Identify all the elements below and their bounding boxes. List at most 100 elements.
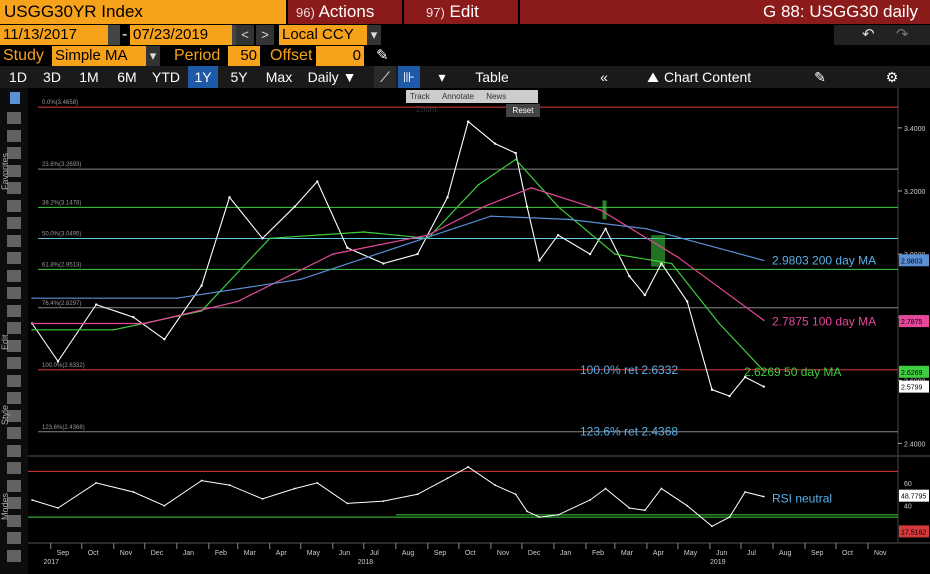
rsi-point — [316, 481, 319, 484]
range-button-1y[interactable]: 1Y — [188, 66, 218, 88]
drawing-tool-icon[interactable] — [7, 444, 21, 457]
series-point — [728, 394, 731, 398]
chart-type-dropdown-icon[interactable]: ▾ — [438, 69, 446, 85]
table-button[interactable]: Table — [475, 69, 509, 85]
range-button-max[interactable]: Max — [265, 69, 293, 85]
prev-period-button[interactable]: < — [236, 25, 254, 45]
drawing-tool-icon[interactable] — [7, 339, 21, 352]
price-chart[interactable]: 0.0%(3.4658) 23.6%(3.2693) 38.2%(3.1478) 50… — [28, 88, 930, 574]
drawing-tool-icon[interactable] — [7, 234, 21, 247]
drawing-tool-icon[interactable] — [7, 147, 21, 159]
series-point — [646, 228, 648, 230]
drawing-tool-icon[interactable] — [7, 199, 21, 212]
chart-content-icon: ⛰ — [647, 69, 659, 85]
drawing-tool-icon[interactable] — [7, 112, 21, 124]
series-point — [112, 328, 115, 331]
start-calendar-icon[interactable] — [108, 25, 120, 45]
series-point — [143, 322, 146, 325]
last-value-tag — [899, 380, 929, 393]
range-button-ytd[interactable]: YTD — [152, 69, 180, 85]
study-dropdown-icon[interactable]: ▾ — [146, 46, 160, 66]
settings-gear-icon[interactable]: ⚙ — [885, 69, 899, 85]
range-button-5y[interactable]: 5Y — [230, 69, 248, 85]
pointer-tool-icon[interactable] — [10, 92, 20, 104]
x-year-label: 2019 — [710, 559, 726, 566]
edit-chart-icon[interactable]: ✎ — [814, 69, 826, 85]
rsi-point — [686, 504, 689, 507]
drawing-tool-icon[interactable] — [7, 182, 21, 194]
news-button[interactable]: News — [486, 92, 507, 101]
drawing-tool-icon[interactable] — [7, 392, 21, 404]
drawing-tool-icon[interactable] — [7, 269, 21, 282]
range-button-3d[interactable]: 3D — [43, 69, 61, 85]
x-month-label: Jul — [370, 550, 379, 557]
drawing-tool-icon[interactable] — [7, 427, 21, 439]
series-point — [31, 328, 33, 331]
rsi-point — [446, 477, 449, 480]
start-date-field[interactable]: 11/13/2017 — [0, 25, 108, 45]
track-button[interactable]: Track — [410, 92, 430, 101]
drawing-tool-icon[interactable] — [7, 217, 21, 229]
drawing-tool-icon[interactable] — [7, 164, 21, 177]
drawing-tool-icon[interactable] — [7, 129, 21, 142]
drawing-tool-icon[interactable] — [7, 322, 21, 334]
undo-icon[interactable]: ↶ — [862, 26, 875, 43]
drawing-tool-icon[interactable] — [7, 409, 21, 422]
study-select[interactable]: Simple MA — [52, 46, 146, 66]
range-button-1m[interactable]: 1M — [79, 69, 99, 85]
drawing-tool-icon[interactable] — [7, 514, 21, 527]
end-date-field[interactable]: 07/23/2019 — [130, 25, 232, 45]
annotate-button[interactable]: Annotate — [441, 92, 474, 101]
actions-menu[interactable]: 96) Actions — [288, 0, 402, 24]
drawing-tool-icon[interactable] — [7, 252, 21, 264]
offset-input[interactable]: 0 — [316, 46, 364, 66]
next-period-button[interactable]: > — [256, 25, 274, 45]
drawing-tool-icon[interactable] — [7, 357, 21, 369]
drawing-tool-icon[interactable] — [7, 287, 21, 299]
series-point — [482, 205, 485, 208]
x-month-label: Dec — [528, 550, 541, 557]
pencil-icon[interactable]: ✎ — [376, 47, 389, 64]
edit-menu[interactable]: 97) Edit — [404, 0, 518, 24]
reset-button[interactable]: Reset — [506, 104, 540, 117]
range-button-1d[interactable]: 1D — [9, 69, 27, 85]
currency-dropdown-icon[interactable]: ▾ — [367, 25, 381, 45]
zoom-button[interactable]: Zoom — [416, 105, 437, 114]
drawing-tool-icon[interactable] — [7, 304, 21, 317]
series-point — [416, 252, 419, 256]
drawing-tool-icon[interactable] — [7, 549, 21, 562]
fib-level-label: 50.0%(3.0495) — [42, 231, 81, 237]
period-input[interactable]: 50 — [228, 46, 260, 66]
drawing-tool-icon[interactable] — [7, 374, 21, 387]
rsi-point — [744, 491, 746, 493]
chart-content-button[interactable]: Chart Content — [664, 69, 752, 85]
series-point — [710, 388, 714, 391]
x-month-label: Dec — [151, 550, 164, 557]
offset-label: Offset — [270, 47, 313, 64]
actions-label: Actions — [318, 2, 375, 21]
drawing-tool-icon[interactable] — [7, 532, 21, 544]
series-point — [588, 252, 592, 256]
x-month-label: Jun — [339, 550, 350, 557]
frequency-select[interactable]: Daily ▼ — [307, 69, 357, 85]
series-point — [94, 303, 98, 306]
currency-select[interactable]: Local CCY — [279, 25, 367, 45]
drawing-tool-icon[interactable] — [7, 479, 21, 492]
drawing-tool-icon[interactable] — [7, 497, 21, 509]
bar-chart-icon[interactable]: ⊪ — [398, 66, 420, 88]
series-point — [525, 205, 529, 208]
collapse-icon[interactable]: « — [600, 69, 608, 85]
x-month-label: Oct — [465, 550, 476, 557]
last-value-tag — [899, 365, 929, 378]
series-point — [604, 227, 607, 231]
series-point — [762, 370, 765, 372]
range-button-6m[interactable]: 6M — [117, 69, 137, 85]
ticker-field[interactable]: USGG30YR Index — [0, 0, 286, 24]
y-tick-label: 3.2000 — [904, 189, 926, 196]
line-chart-icon[interactable]: ⟋ — [374, 66, 396, 88]
rsi-tick-label: 40 — [904, 504, 912, 511]
x-year-label: 2017 — [43, 559, 59, 566]
x-month-label: Feb — [215, 550, 227, 557]
drawing-tool-icon[interactable] — [7, 462, 21, 474]
redo-icon[interactable]: ↷ — [896, 26, 909, 43]
